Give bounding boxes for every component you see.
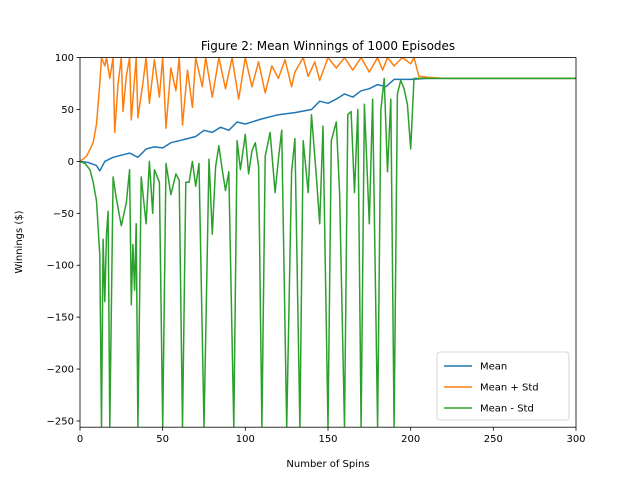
y-tick-label: −100 (47, 261, 74, 272)
series-line-mean-std (80, 77, 576, 428)
x-tick-label: 0 (77, 434, 83, 445)
y-axis-label: Winnings ($) (14, 210, 25, 273)
x-tick-label: 250 (484, 434, 503, 445)
y-tick-label: −150 (47, 313, 74, 324)
y-tick-label: −50 (53, 209, 74, 220)
x-tick-label: 300 (566, 434, 585, 445)
x-axis-ticks: 0 50 100 150 200 250 300 (77, 427, 586, 445)
y-tick-label: −250 (47, 416, 74, 427)
legend-label-mean-std: Mean - Std (480, 404, 534, 415)
y-tick-label: 100 (55, 53, 74, 64)
y-tick-label: 0 (68, 157, 74, 168)
series-line-mean-std (80, 57, 576, 162)
x-tick-label: 100 (236, 434, 255, 445)
legend-label-mean-std: Mean + Std (480, 383, 539, 394)
legend-label-mean: Mean (480, 362, 507, 373)
chart-title: Figure 2: Mean Winnings of 1000 Episodes (201, 39, 455, 53)
y-tick-label: 50 (61, 105, 74, 116)
legend-box (436, 351, 570, 421)
x-tick-label: 50 (156, 434, 169, 445)
y-tick-label: −200 (47, 365, 74, 376)
x-tick-label: 150 (318, 434, 337, 445)
x-axis-label: Number of Spins (286, 459, 369, 470)
series-layer (80, 57, 576, 428)
x-tick-label: 200 (401, 434, 420, 445)
y-axis-ticks: 100 50 0 −50 −100 −150 −200 −250 (47, 53, 80, 427)
legend: Mean Mean + Std Mean - Std (436, 351, 570, 421)
